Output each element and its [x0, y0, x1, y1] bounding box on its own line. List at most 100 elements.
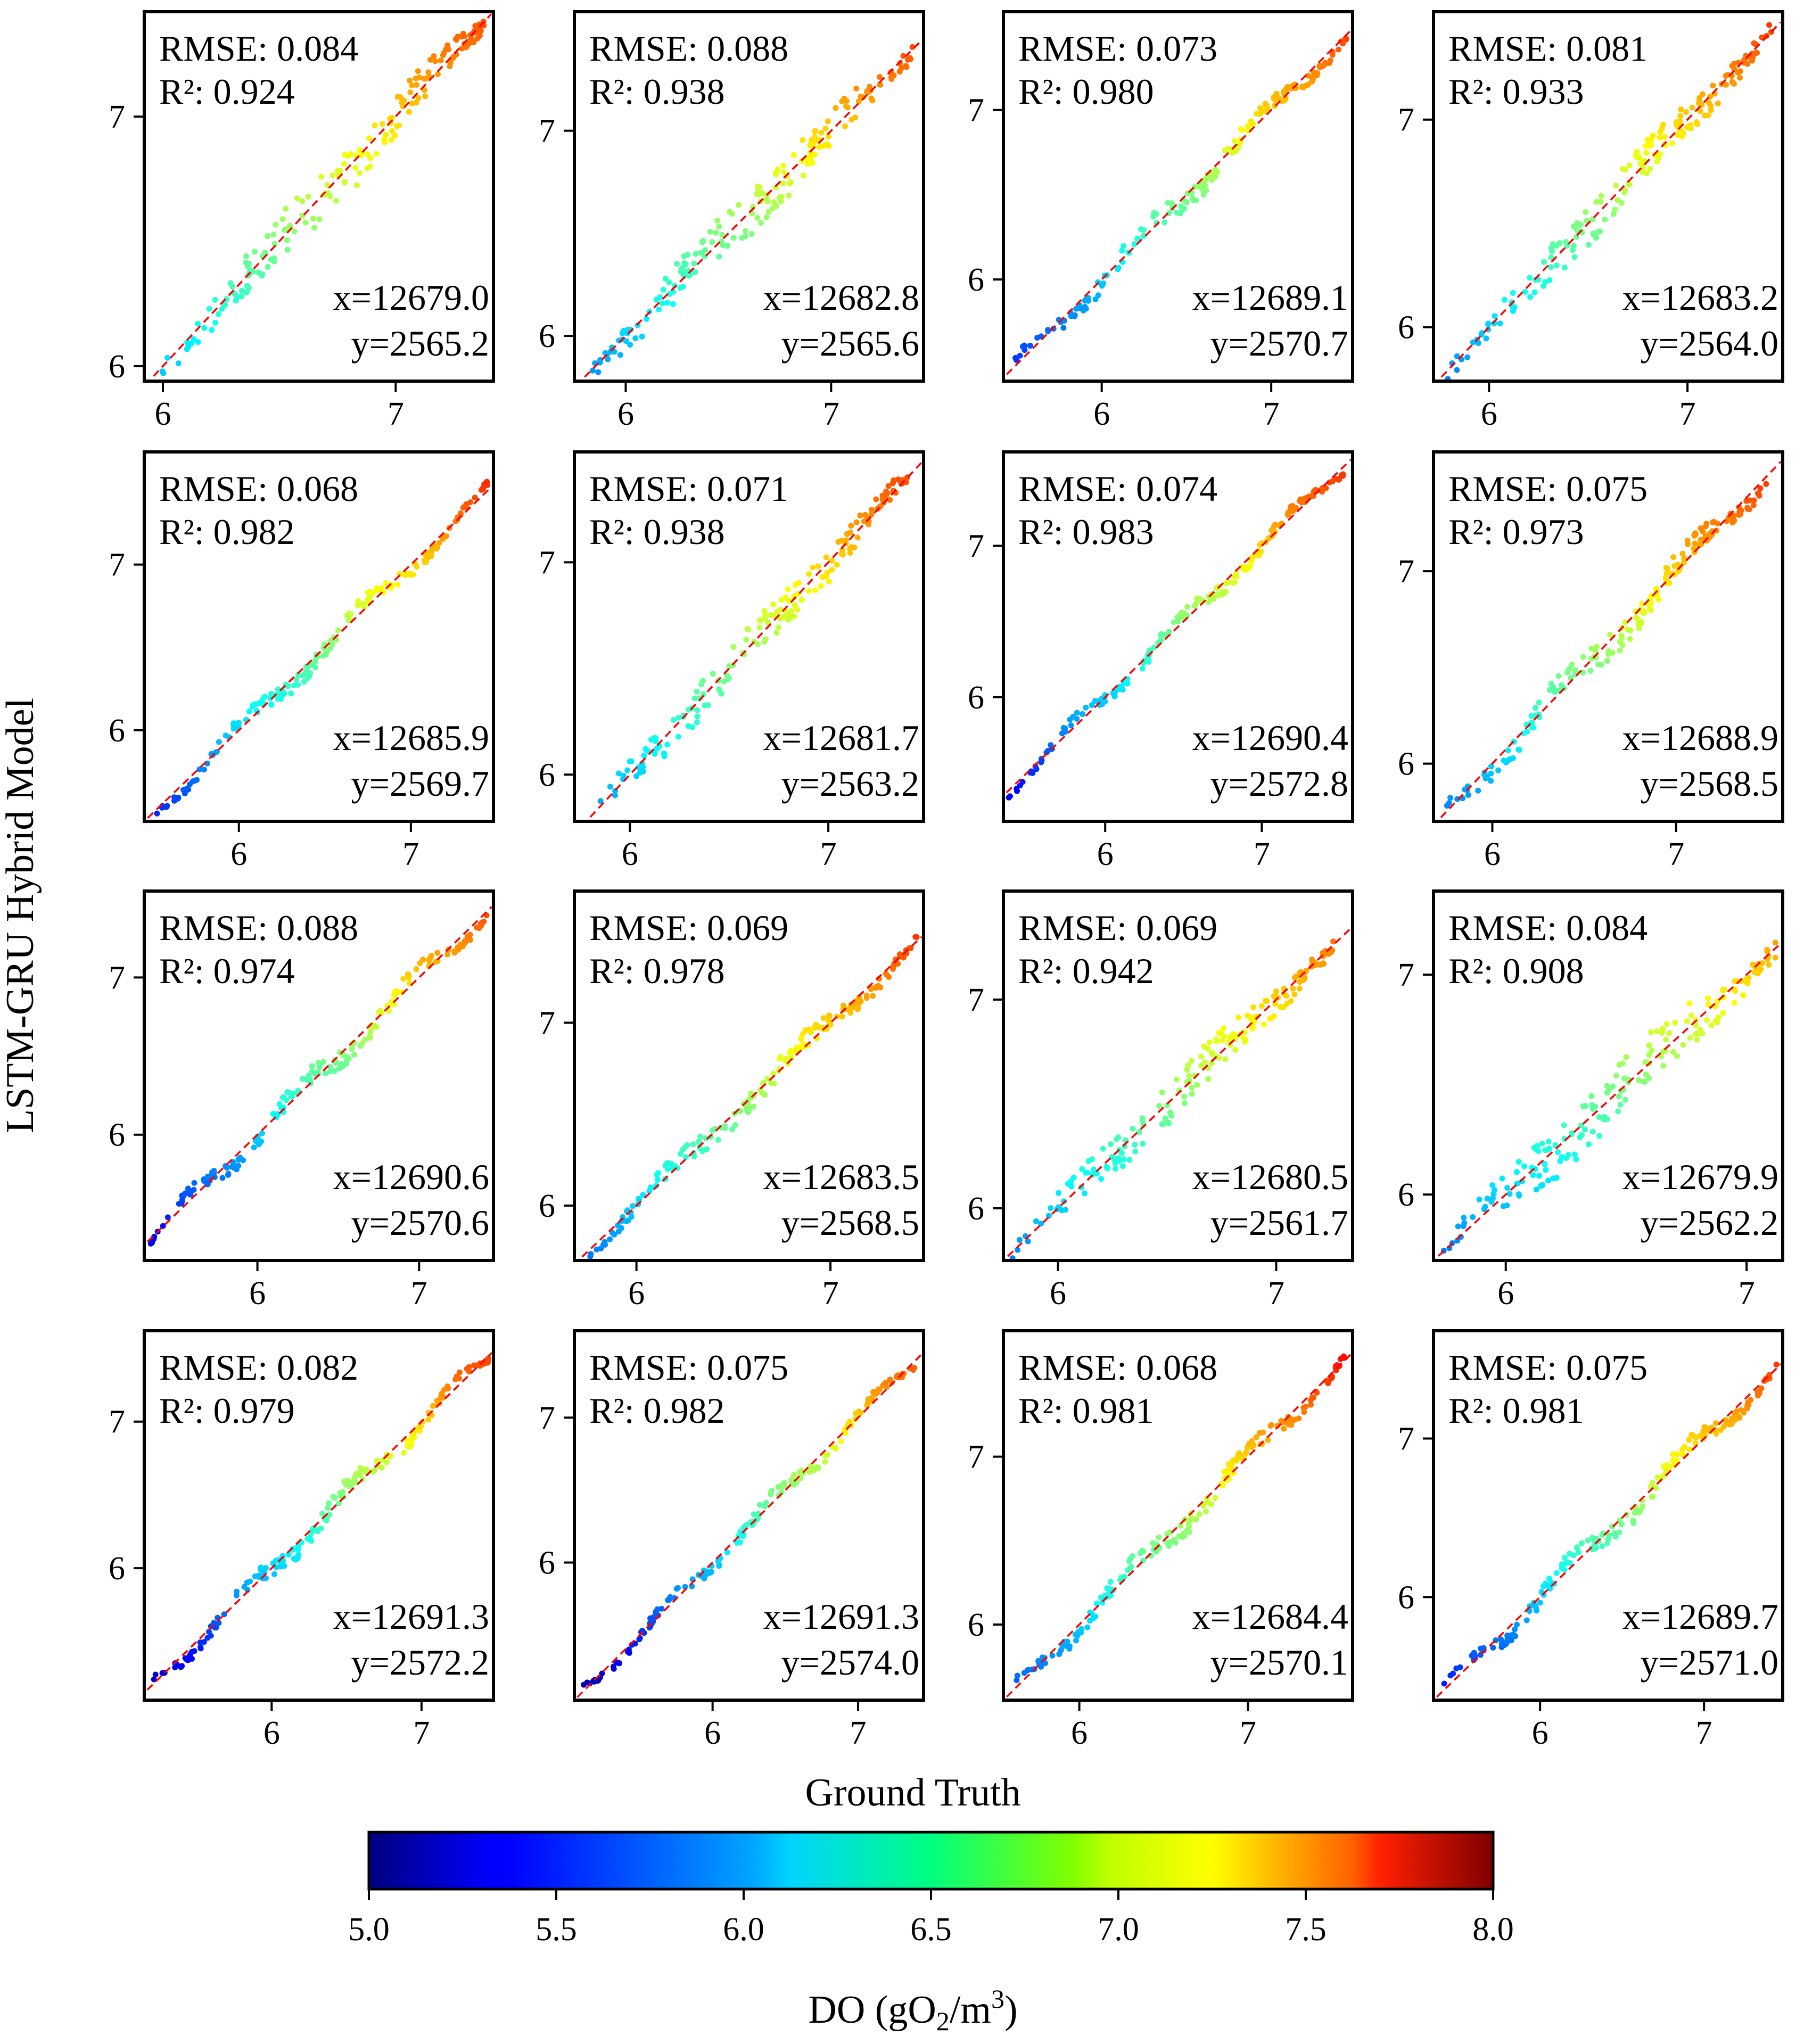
scatter-point: [447, 60, 454, 66]
scatter-point: [1104, 1585, 1110, 1592]
scatter-points: [1012, 36, 1349, 363]
scatter-point: [1605, 1536, 1611, 1543]
scatter-point: [756, 1502, 763, 1508]
scatter-point: [787, 180, 793, 187]
scatter-point: [1660, 1062, 1667, 1069]
scatter-point: [632, 335, 639, 341]
scatter-point: [1640, 169, 1646, 175]
scatter-point: [707, 1134, 714, 1140]
scatter-point: [1531, 289, 1538, 295]
scatter-point: [682, 1154, 689, 1160]
scatter-point: [282, 227, 288, 233]
scatter-point: [315, 1060, 322, 1066]
scatter-point: [1059, 1643, 1066, 1650]
scatter-point: [665, 1597, 671, 1603]
scatter-point: [677, 285, 683, 291]
scatter-point: [1570, 243, 1577, 249]
scatter-point: [344, 613, 350, 619]
scatter-point: [903, 64, 910, 70]
scatter-point: [1602, 216, 1608, 222]
scatter-point: [373, 151, 380, 157]
scatter-point: [1648, 1029, 1654, 1035]
scatter-point: [175, 360, 182, 367]
scatter-point: [1546, 1145, 1552, 1152]
scatter-point: [1254, 1013, 1260, 1020]
scatter-point: [349, 1046, 355, 1052]
scatter-point: [1571, 254, 1578, 260]
scatter-point: [1320, 960, 1327, 967]
x-tick-label: 7: [1240, 1715, 1256, 1751]
scatter-point: [1098, 1176, 1105, 1182]
scatter-point: [340, 1062, 347, 1068]
scatter-point: [1073, 1637, 1080, 1644]
scatter-point: [379, 1464, 385, 1471]
scatter-point: [848, 544, 854, 550]
scatter-point: [362, 1036, 368, 1043]
scatter-point: [1715, 100, 1721, 106]
scatter-point: [666, 279, 672, 285]
scatter-point: [1162, 1115, 1168, 1122]
scatter-point: [1248, 118, 1254, 125]
x-tick-label: 6: [1071, 1715, 1088, 1751]
scatter-point: [913, 934, 920, 940]
scatter-point: [401, 1449, 407, 1456]
scatter-point: [1019, 779, 1026, 785]
scatter-point: [1235, 144, 1241, 151]
y-tick-label: 7: [539, 545, 555, 581]
scatter-point: [1646, 1042, 1652, 1049]
scatter-point: [681, 253, 687, 259]
scatter-point: [1167, 1109, 1173, 1116]
panel-frame: [1002, 450, 1354, 823]
scatter-point: [1706, 1001, 1712, 1008]
scatter-point: [722, 1123, 728, 1130]
scatter-point: [1577, 1134, 1583, 1141]
scatter-point: [1657, 134, 1663, 141]
scatter-point: [1265, 105, 1271, 111]
scatter-point: [151, 1676, 157, 1683]
scatter-point: [1514, 1621, 1520, 1628]
x-tick-label: 7: [823, 396, 839, 432]
scatter-point: [204, 1174, 211, 1180]
r2-label: R²: 0.979: [159, 1390, 295, 1431]
scatter-point: [1698, 537, 1704, 543]
scatter-point: [392, 133, 398, 139]
scatter-point: [1599, 1532, 1605, 1538]
y-tick-label: 7: [539, 1005, 555, 1041]
x-coordinate-label: x=12684.4: [1192, 1596, 1348, 1637]
scatter-point: [818, 129, 825, 136]
scatter-point: [262, 694, 268, 700]
scatter-point: [1189, 1058, 1195, 1064]
scatter-point: [327, 193, 334, 200]
scatter-point: [844, 104, 851, 111]
scatter-point: [1119, 248, 1125, 254]
x-tick-label: 6: [622, 836, 638, 872]
scatter-point: [759, 1090, 765, 1096]
scatter-point: [847, 1010, 854, 1016]
scatter-point: [1636, 1509, 1642, 1515]
scatter-point: [191, 1180, 197, 1186]
scatter-point: [467, 937, 473, 943]
x-tick-label: 6: [1093, 396, 1110, 432]
scatter-point: [476, 925, 482, 932]
scatter-point: [394, 989, 401, 995]
scatter-point: [333, 197, 339, 204]
scatter-point: [1108, 1141, 1114, 1148]
scatter-point: [1492, 313, 1498, 319]
rmse-label: RMSE: 0.068: [1018, 1347, 1217, 1388]
scatter-point: [662, 276, 669, 282]
scatter-point: [1712, 1018, 1719, 1024]
scatter-point: [607, 784, 613, 790]
colorbar: 5.0 5.5 6.0 6.5 7.0 7.5 8.0 DO (gO2/m3): [348, 1831, 1514, 2036]
scatter-point: [1298, 499, 1305, 506]
scatter-point: [1612, 1534, 1619, 1540]
scatter-point: [1607, 631, 1613, 638]
y-coordinate-label: y=2570.7: [1210, 323, 1348, 364]
scatter-point: [1208, 1501, 1214, 1507]
scatter-point: [1772, 939, 1778, 946]
y-coordinate-label: y=2565.6: [781, 323, 919, 364]
panel-frame: [1002, 889, 1354, 1262]
